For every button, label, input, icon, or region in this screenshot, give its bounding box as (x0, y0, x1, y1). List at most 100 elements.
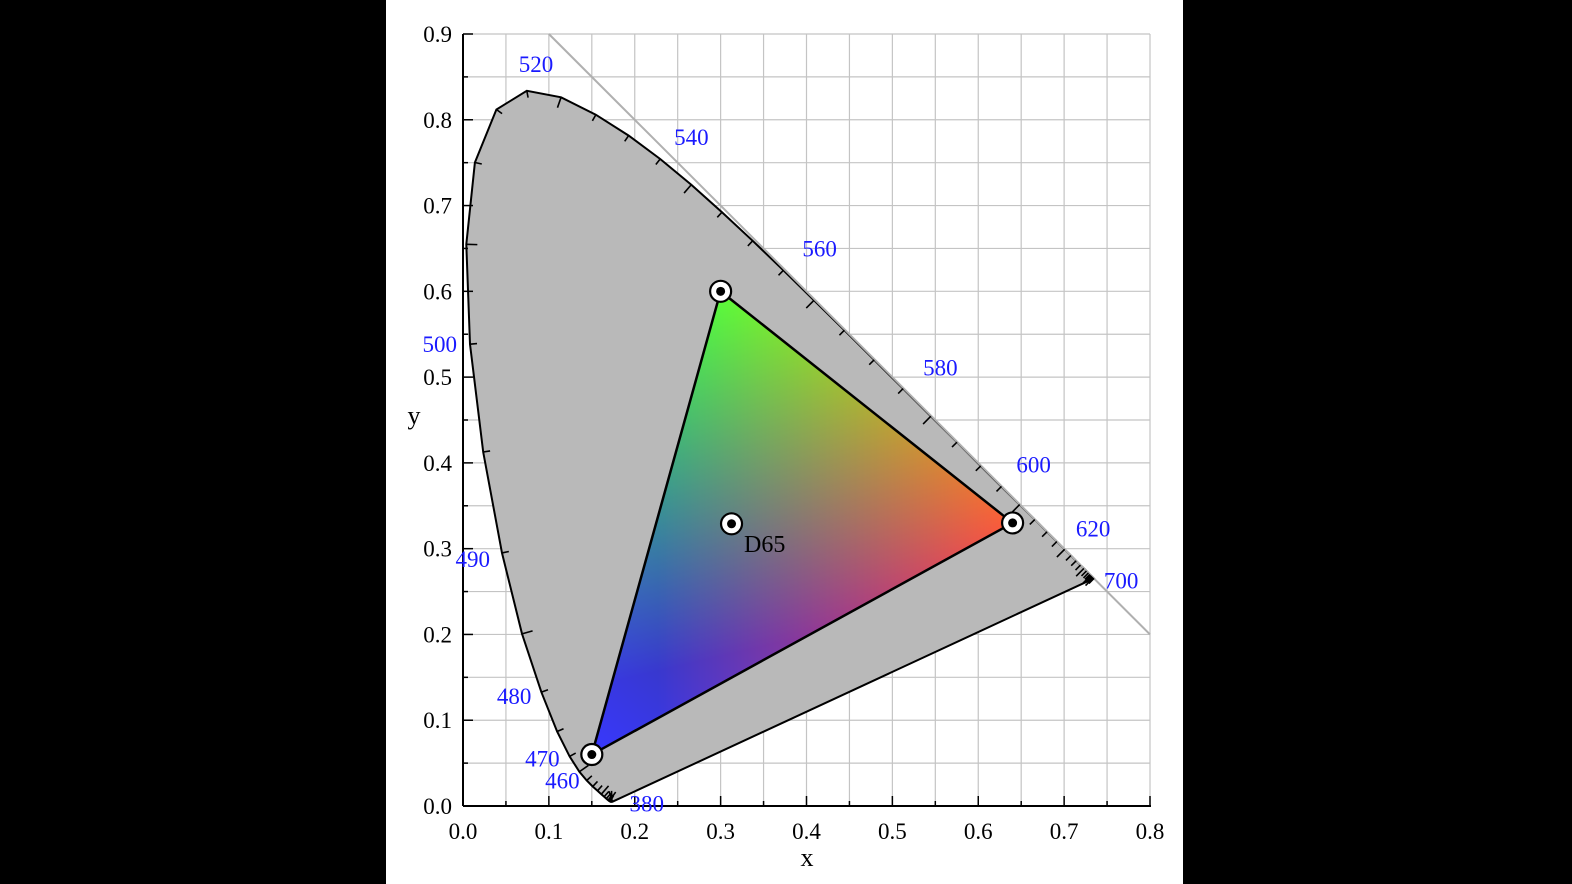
wavelength-label: 520 (519, 52, 554, 77)
wavelength-tick (868, 359, 875, 366)
primary-red-marker (1000, 511, 1025, 535)
wavelength-tick (541, 689, 549, 693)
wavelength-tick (483, 450, 491, 453)
y-tick-label: 0.6 (423, 279, 452, 304)
y-axis-label: y (408, 401, 421, 430)
wavelength-label: 470 (525, 746, 560, 771)
gamut-outline (589, 289, 1015, 758)
x-tick-label: 0.2 (620, 819, 649, 844)
wavelength-tick (1051, 540, 1058, 548)
wavelength-tick (521, 630, 533, 635)
y-tick-label: 0.7 (423, 194, 452, 219)
wavelength-tick (897, 388, 904, 395)
wavelength-tick (1011, 504, 1021, 513)
wavelength-label: 500 (423, 332, 458, 357)
wavelength-tick (1084, 573, 1091, 580)
wavelength-tick (1075, 567, 1085, 577)
wavelength-tick (683, 184, 692, 194)
y-tick-label: 0.1 (423, 708, 452, 733)
primary-markers (580, 279, 1025, 767)
wavelength-tick (526, 90, 529, 98)
y-tick-labels: 0.0 0.1 0.2 0.3 0.4 0.5 0.6 0.7 0.8 0.9 (423, 22, 452, 819)
wavelength-tick (1029, 518, 1036, 526)
wavelength-tick (951, 441, 958, 448)
wavelength-tick (716, 211, 723, 218)
wavelength-tick (1070, 560, 1077, 567)
wavelength-tick (556, 97, 562, 108)
wavelength-tick (747, 240, 754, 247)
wavelength-tick (469, 342, 478, 345)
wavelength-tick (1056, 548, 1066, 558)
wavelength-tick (838, 329, 845, 336)
white-point-marker (719, 512, 744, 536)
wavelength-tick (1065, 554, 1072, 562)
x-axis-label: x (801, 843, 814, 872)
wavelength-tick (591, 114, 597, 122)
wavelength-tick (603, 790, 610, 798)
x-tick-label: 0.4 (792, 819, 821, 844)
wavelength-label: 560 (802, 236, 837, 261)
x-tick-label: 0.5 (878, 819, 907, 844)
y-tick-label: 0.9 (423, 22, 452, 47)
primary-blue-marker (580, 742, 604, 767)
srgb-gamut-triangle (589, 289, 1015, 758)
wavelength-tick (1041, 531, 1048, 538)
wavelength-label: 480 (497, 684, 532, 709)
wavelength-tick (1086, 576, 1093, 583)
wavelength-tick (592, 780, 599, 788)
white-point-marker-dot (727, 519, 737, 529)
y-tick-label: 0.3 (423, 537, 452, 562)
x-tick-labels: 0.0 0.1 0.2 0.3 0.4 0.5 0.6 0.7 0.8 (449, 819, 1165, 844)
wavelength-tick (922, 415, 932, 425)
wavelength-tick (1080, 570, 1088, 577)
x-tick-label: 0.0 (449, 819, 478, 844)
x-tick-label: 0.8 (1136, 819, 1165, 844)
reference-line (548, 33, 1151, 636)
gamut-blend (591, 291, 1013, 755)
x-tick-label: 0.6 (964, 819, 993, 844)
wavelength-ticks (466, 90, 1095, 803)
wavelength-tick (1082, 572, 1089, 579)
wavelength-tick (608, 791, 617, 802)
primary-blue-marker-dot (587, 750, 597, 760)
wavelength-tick (607, 794, 614, 801)
wavelength-tick (586, 775, 593, 782)
wavelength-tick (474, 161, 482, 165)
wavelength-tick (995, 485, 1003, 493)
wavelength-tick (975, 465, 982, 472)
primary-green-marker-dot (716, 286, 726, 296)
wavelength-label: 380 (630, 792, 665, 817)
wavelength-label: 540 (674, 125, 709, 150)
x-tick-label: 0.1 (535, 819, 564, 844)
wavelength-tick (605, 792, 612, 800)
wavelength-tick (569, 752, 577, 758)
y-tick-label: 0.0 (423, 794, 452, 819)
wavelength-tick (556, 728, 564, 733)
y-tick-label: 0.5 (423, 365, 452, 390)
wavelength-tick (624, 135, 630, 142)
wavelength-label: 700 (1104, 568, 1139, 593)
wavelength-label: 600 (1016, 452, 1051, 477)
primary-red-marker-dot (1008, 518, 1018, 528)
wavelength-tick (578, 764, 589, 773)
y-tick-label: 0.8 (423, 108, 452, 133)
wavelength-tick (495, 108, 503, 115)
wavelength-tick (655, 158, 661, 165)
primary-green-marker (709, 279, 733, 303)
white-point-label: D65 (744, 532, 785, 558)
wavelength-tick (596, 785, 603, 792)
wavelength-tick (1086, 575, 1093, 582)
wavelength-tick (777, 269, 784, 276)
axes (462, 33, 1151, 807)
wavelength-label: 460 (545, 769, 580, 794)
wavelength-label: 580 (923, 356, 958, 381)
wavelength-label: 490 (455, 547, 490, 572)
y-tick-label: 0.4 (423, 451, 452, 476)
wavelength-tick (1074, 564, 1082, 571)
wavelength-tick (1088, 577, 1095, 584)
gamut-fill (591, 291, 1013, 755)
wavelength-tick (501, 550, 510, 554)
wavelength-tick (600, 785, 610, 795)
x-tick-label: 0.3 (706, 819, 735, 844)
